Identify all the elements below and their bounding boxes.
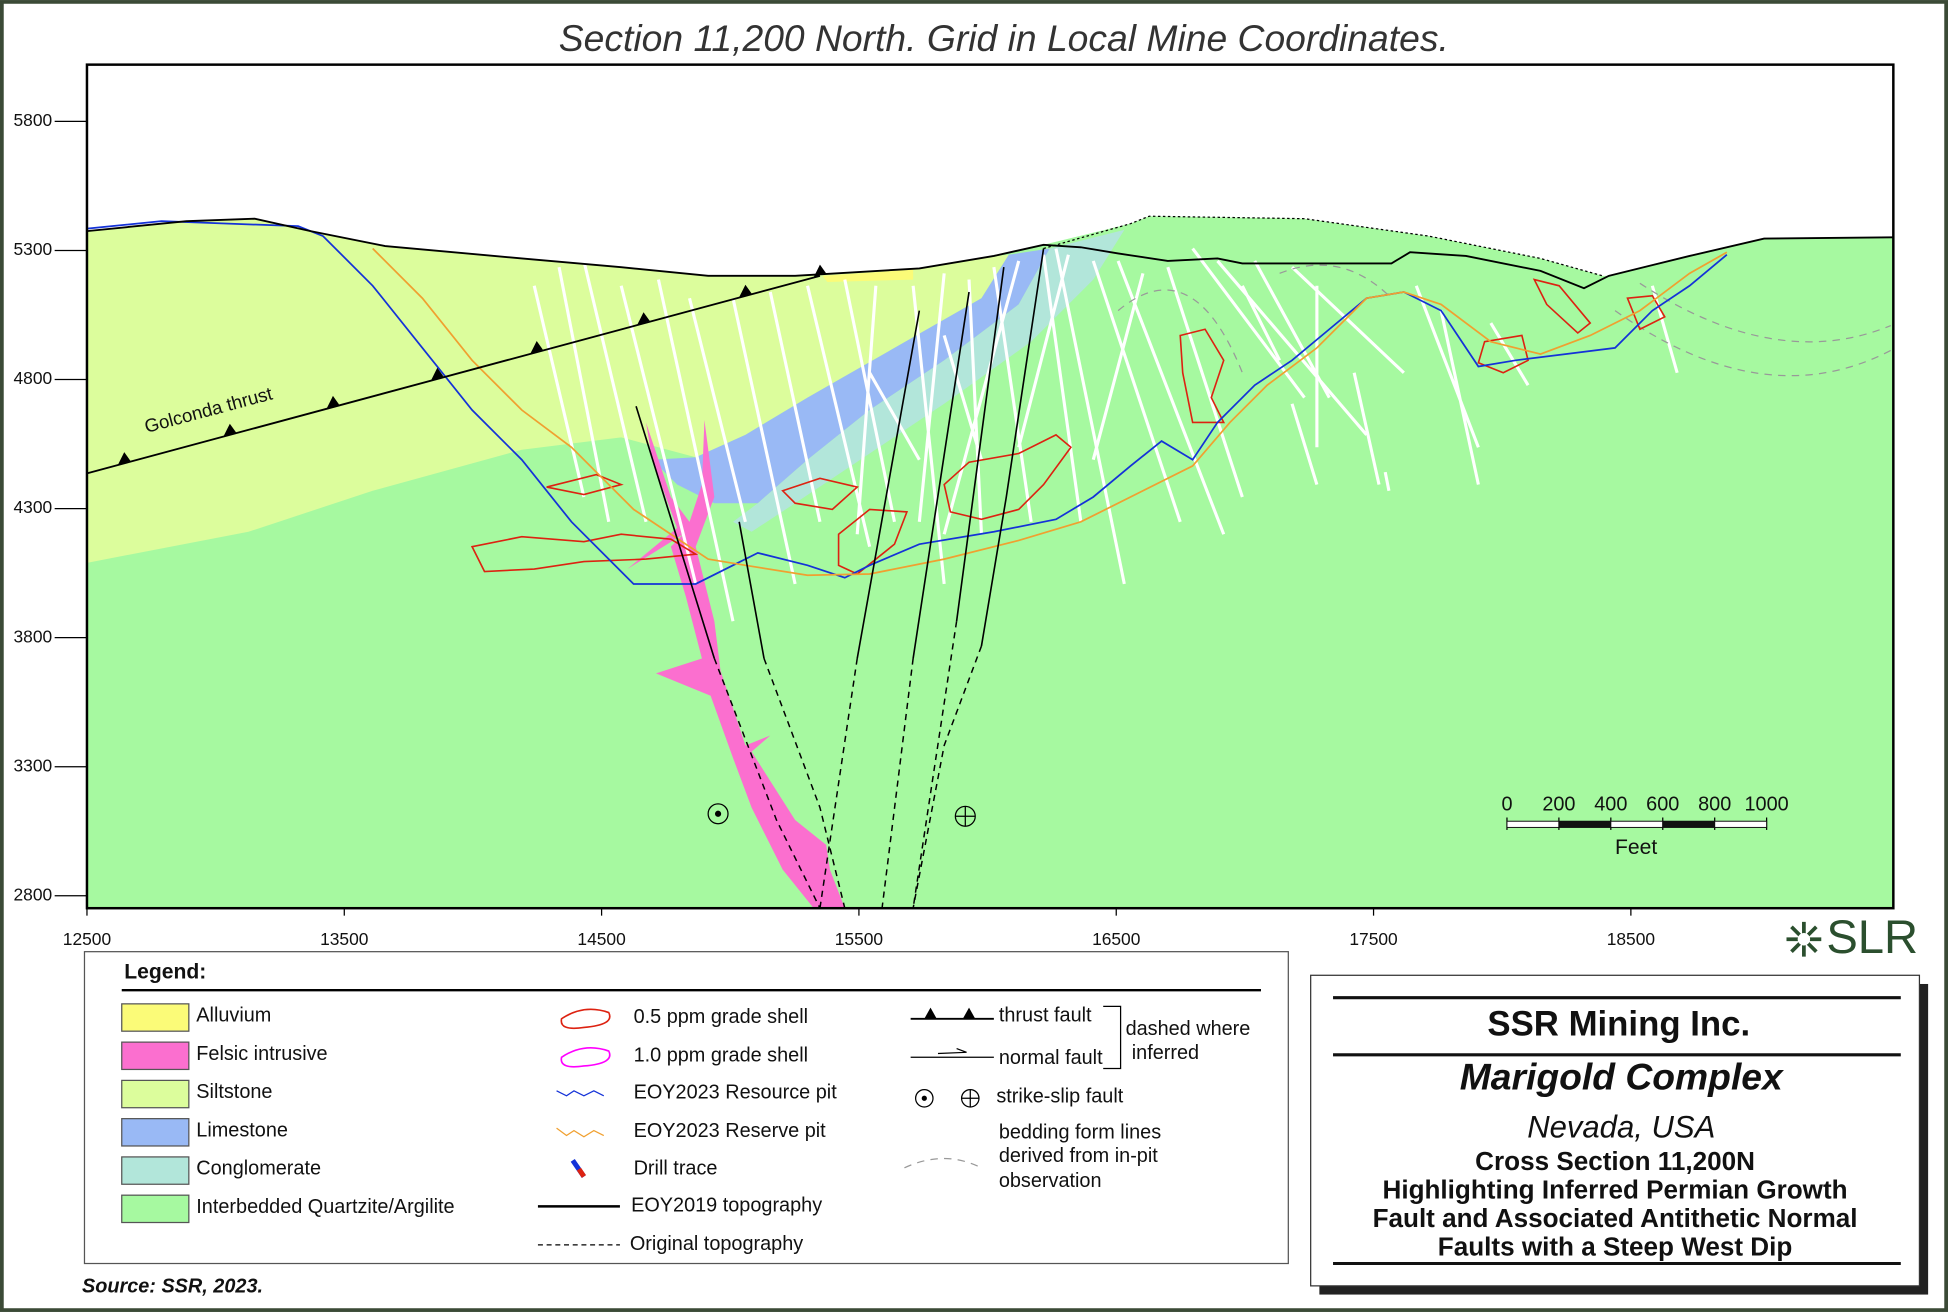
scale-seg [1662, 820, 1716, 828]
thrust-tooth [637, 312, 650, 325]
scale-label: 200 [1542, 793, 1575, 815]
x-tick-label: 13500 [320, 929, 368, 949]
legend-swatch [121, 1041, 190, 1071]
y-tick-label: 5800 [14, 110, 53, 130]
legend-note: inferred [1132, 1042, 1199, 1064]
legend-unit: Siltstone [196, 1081, 272, 1103]
legend-bedding: derived from in-pit [999, 1145, 1158, 1167]
legend-swatch [121, 1118, 190, 1147]
legend-symbol: EOY2023 Resource pit [634, 1082, 838, 1104]
scale-label: 1000 [1745, 793, 1789, 815]
thrust-tooth [739, 284, 752, 298]
source: Source: SSR, 2023. [82, 1275, 263, 1297]
title-block: SSR Mining Inc. Marigold Complex Nevada,… [1310, 974, 1929, 1295]
legend-title: Legend: [124, 960, 206, 983]
desc: Faults with a Steep West Dip [1438, 1231, 1793, 1261]
logo-text: SLR [1826, 911, 1918, 964]
y-tick-label: 2800 [14, 884, 53, 904]
legend-thrust: thrust fault [999, 1005, 1092, 1027]
x-tick-label: 16500 [1092, 929, 1140, 949]
scale-seg [1506, 820, 1560, 828]
legend-normal: normal fault [999, 1047, 1103, 1069]
legend-bedding: bedding form lines [999, 1121, 1161, 1143]
legend-unit: Limestone [196, 1119, 288, 1141]
scale-seg [1610, 820, 1664, 828]
legend-symbol: Drill trace [634, 1157, 718, 1179]
scale-label: 600 [1646, 793, 1679, 815]
legend-strike-slip: strike-slip fault [996, 1085, 1123, 1107]
scale-seg [1714, 820, 1768, 828]
y-tick-label: 4800 [14, 368, 53, 388]
legend: Legend: Alluvium Felsic intrusive Siltston… [83, 951, 1289, 1265]
y-tick-label: 5300 [14, 239, 53, 259]
y-tick-label: 3800 [14, 626, 53, 646]
legend-symbol: 1.0 ppm grade shell [634, 1044, 808, 1066]
x-tick-label: 15500 [835, 929, 883, 949]
location: Nevada, USA [1527, 1110, 1715, 1145]
thrust-tooth [118, 452, 131, 465]
x-tick-label: 12500 [63, 929, 111, 949]
legend-note: dashed where [1126, 1018, 1251, 1040]
x-tick-label: 17500 [1349, 929, 1397, 949]
legend-swatch [121, 1003, 190, 1032]
legend-unit: Conglomerate [196, 1158, 321, 1180]
thrust-tooth [530, 340, 543, 354]
project: Marigold Complex [1460, 1055, 1784, 1097]
legend-symbol: EOY2019 topography [631, 1195, 822, 1217]
company: SSR Mining Inc. [1487, 1005, 1750, 1043]
legend-symbol: Original topography [630, 1233, 803, 1255]
legend-unit: Felsic intrusive [196, 1043, 327, 1065]
desc: Fault and Associated Antithetic Normal [1373, 1203, 1858, 1233]
title: Section 11,200 North. Grid in Local Mine… [559, 17, 1449, 59]
scale-label: 0 [1501, 793, 1512, 815]
x-tick-label: 14500 [577, 929, 625, 949]
desc: Highlighting Inferred Permian Growth [1383, 1174, 1848, 1204]
thrust-tooth [813, 264, 827, 278]
legend-swatch [121, 1194, 190, 1224]
scale-seg [1558, 820, 1612, 828]
legend-swatch [121, 1156, 190, 1185]
x-tick-label: 18500 [1607, 929, 1655, 949]
y-tick-label: 3300 [14, 755, 53, 775]
thrust-tooth [431, 367, 444, 381]
thrust-tooth [326, 395, 340, 409]
legend-bedding: observation [999, 1170, 1102, 1192]
legend-swatch [121, 1079, 190, 1109]
desc: Cross Section 11,200N [1475, 1146, 1755, 1176]
legend-symbol: 0.5 ppm grade shell [634, 1006, 808, 1028]
scale-label: 800 [1698, 793, 1731, 815]
thrust-tooth [223, 423, 237, 437]
scale-label: 400 [1594, 793, 1627, 815]
scale-unit: Feet [1615, 836, 1657, 859]
legend-unit: Interbedded Quartzite/Argilite [196, 1196, 454, 1218]
legend-symbol: EOY2023 Reserve pit [634, 1120, 827, 1142]
y-tick-label: 4300 [14, 497, 53, 517]
legend-unit: Alluvium [196, 1005, 271, 1027]
logo [1786, 921, 1822, 957]
